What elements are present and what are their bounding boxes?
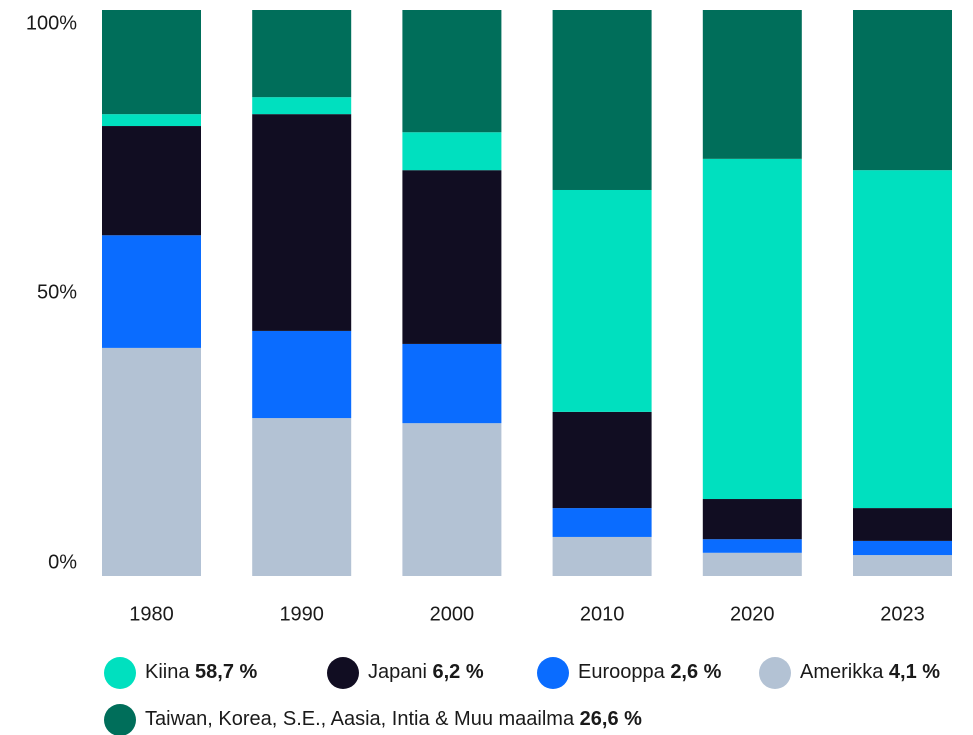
bar-segment <box>552 508 652 537</box>
legend-value: 2,6 % <box>670 661 721 683</box>
y-tick-label: 0% <box>48 551 77 573</box>
bar-segment <box>853 508 952 541</box>
legend-value: 58,7 % <box>195 661 257 683</box>
bar-segment <box>853 555 952 576</box>
legend-swatch <box>104 657 136 689</box>
legend-value: 4,1 % <box>889 661 940 683</box>
legend-name: Amerikka <box>800 661 884 683</box>
bar-segment <box>853 10 952 171</box>
bar-segment <box>102 10 201 115</box>
legend-entry: Japani 6,2 % <box>368 661 484 683</box>
bar-segment <box>102 114 201 127</box>
bar-segment <box>552 10 652 190</box>
x-tick-label: 2010 <box>580 603 625 625</box>
bar-segment <box>252 330 352 419</box>
bar-segment <box>853 170 952 509</box>
legend-swatch <box>327 657 359 689</box>
bar-segment <box>853 540 952 556</box>
legend-swatch <box>537 657 569 689</box>
legend-name: Kiina <box>145 661 190 683</box>
legend-entry: Amerikka 4,1 % <box>800 661 940 683</box>
legend-entry: Eurooppa 2,6 % <box>578 661 722 683</box>
bar-segment <box>702 10 802 159</box>
x-tick-label: 2023 <box>880 603 925 625</box>
legend-entry: Taiwan, Korea, S.E., Aasia, Intia & Muu … <box>145 708 642 730</box>
bar-segment <box>102 235 201 348</box>
legend-name: Japani <box>368 661 427 683</box>
bar-segment <box>552 411 652 509</box>
legend-value: 26,6 % <box>580 708 642 730</box>
bar-segment <box>252 418 352 576</box>
legend-swatch <box>759 657 791 689</box>
bar-segment <box>702 552 802 576</box>
bar-segment <box>702 539 802 553</box>
bar-segment <box>552 189 652 412</box>
bar-segment <box>552 536 652 576</box>
bar-segment <box>252 97 352 115</box>
bar-segment <box>402 170 502 344</box>
bar-segment <box>252 114 352 331</box>
bar-segment <box>402 132 502 171</box>
bar-segment <box>702 499 802 540</box>
bar-segment <box>102 126 201 236</box>
bar-segment <box>402 343 502 424</box>
y-tick-label: 100% <box>26 12 77 34</box>
legend-name: Taiwan, Korea, S.E., Aasia, Intia & Muu … <box>145 708 575 730</box>
bar-segment <box>702 158 802 500</box>
legend-name: Eurooppa <box>578 661 666 683</box>
legend-value: 6,2 % <box>433 661 484 683</box>
y-tick-label: 50% <box>37 281 77 303</box>
bar-segment <box>252 10 352 98</box>
x-tick-label: 1980 <box>129 603 174 625</box>
legend-swatch <box>104 704 136 735</box>
x-tick-label: 2020 <box>730 603 775 625</box>
bar-segment <box>402 10 502 133</box>
bar-segment <box>102 347 201 576</box>
x-tick-label: 1990 <box>279 603 324 625</box>
x-tick-label: 2000 <box>430 603 475 625</box>
legend-entry: Kiina 58,7 % <box>145 661 258 683</box>
bar-segment <box>402 423 502 576</box>
